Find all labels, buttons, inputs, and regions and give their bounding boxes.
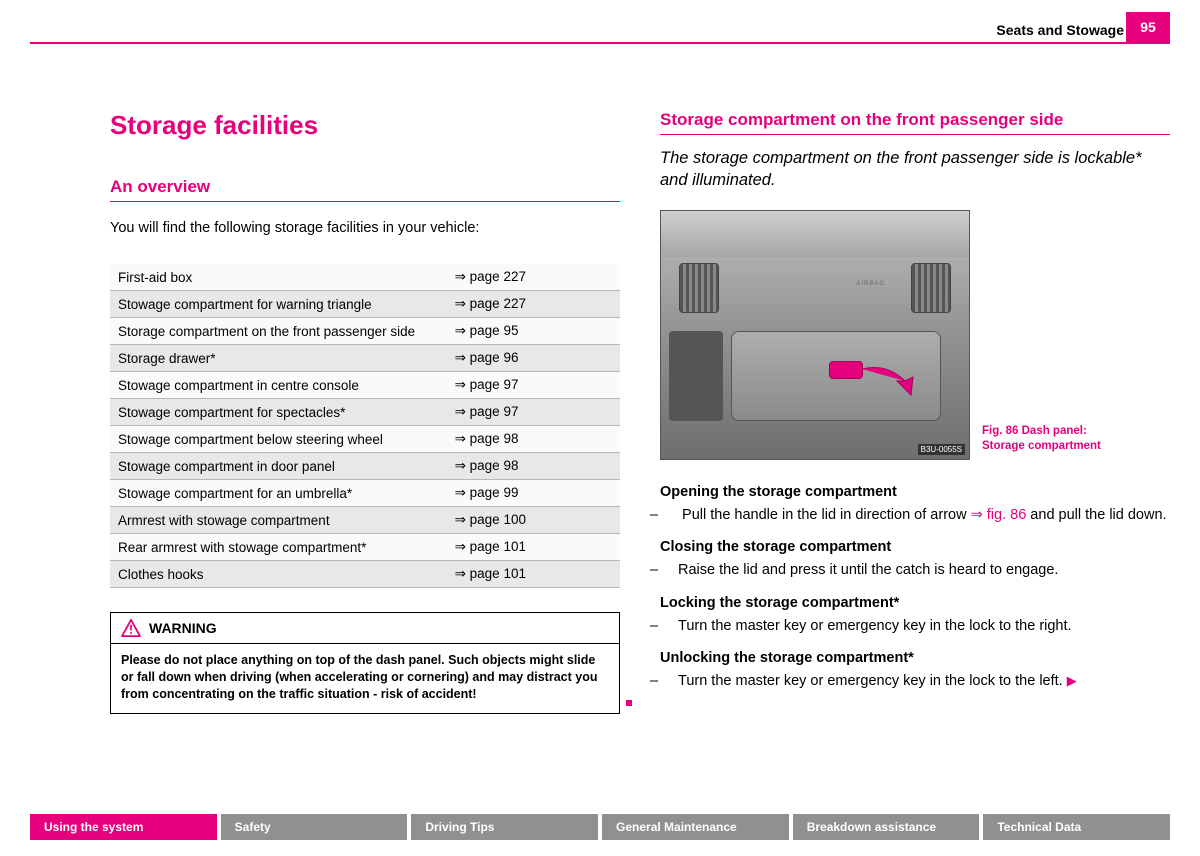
right-heading: Storage compartment on the front passeng…: [660, 110, 1170, 135]
right-column: Storage compartment on the front passeng…: [660, 110, 1170, 786]
table-cell-ref: ⇒ page 227: [447, 264, 620, 291]
right-subtitle: The storage compartment on the front pas…: [660, 147, 1170, 192]
table-row: Stowage compartment for spectacles*⇒ pag…: [110, 399, 620, 426]
table-cell-item: Stowage compartment below steering wheel: [110, 426, 447, 453]
table-cell-item: Rear armrest with stowage compartment*: [110, 534, 447, 561]
table-row: Stowage compartment in door panel⇒ page …: [110, 453, 620, 480]
unlock-step: –Turn the master key or emergency key in…: [660, 672, 1170, 692]
section-end-marker: [626, 700, 632, 706]
footer-tab[interactable]: Technical Data: [983, 814, 1170, 840]
table-cell-item: Armrest with stowage compartment: [110, 507, 447, 534]
table-cell-ref: ⇒ page 101: [447, 561, 620, 588]
table-row: Stowage compartment for warning triangle…: [110, 291, 620, 318]
table-cell-ref: ⇒ page 97: [447, 399, 620, 426]
table-cell-item: Stowage compartment for warning triangle: [110, 291, 447, 318]
warning-icon: [121, 619, 141, 637]
table-row: Armrest with stowage compartment⇒ page 1…: [110, 507, 620, 534]
open-step: – Pull the handle in the lid in directio…: [660, 506, 1170, 526]
overview-heading: An overview: [110, 177, 620, 202]
table-row: First-aid box⇒ page 227: [110, 264, 620, 291]
table-row: Rear armrest with stowage compartment*⇒ …: [110, 534, 620, 561]
open-heading: Opening the storage compartment: [660, 484, 1170, 500]
arrow-icon: [857, 361, 917, 401]
figure-caption: Fig. 86 Dash panel: Storage compartment: [982, 424, 1101, 460]
airbag-label: AIRBAG: [856, 281, 885, 287]
table-cell-ref: ⇒ page 98: [447, 453, 620, 480]
close-heading: Closing the storage compartment: [660, 539, 1170, 555]
header-rule: [30, 42, 1170, 44]
footer-tab[interactable]: Using the system: [30, 814, 221, 840]
table-row: Stowage compartment for an umbrella*⇒ pa…: [110, 480, 620, 507]
warning-body: Please do not place anything on top of t…: [111, 644, 619, 713]
storage-table: First-aid box⇒ page 227Stowage compartme…: [110, 264, 620, 588]
figure-86: AIRBAG B3U-0055S: [660, 210, 970, 460]
page-number: 95: [1126, 12, 1170, 42]
table-cell-item: Stowage compartment for an umbrella*: [110, 480, 447, 507]
table-row: Stowage compartment below steering wheel…: [110, 426, 620, 453]
table-row: Storage drawer*⇒ page 96: [110, 345, 620, 372]
footer-tab[interactable]: General Maintenance: [602, 814, 793, 840]
lock-step: –Turn the master key or emergency key in…: [660, 617, 1170, 637]
intro-text: You will find the following storage faci…: [110, 220, 620, 236]
table-cell-ref: ⇒ page 98: [447, 426, 620, 453]
table-cell-item: Stowage compartment for spectacles*: [110, 399, 447, 426]
table-cell-item: First-aid box: [110, 264, 447, 291]
page-title: Storage facilities: [110, 110, 620, 141]
close-step: –Raise the lid and press it until the ca…: [660, 561, 1170, 581]
table-row: Clothes hooks⇒ page 101: [110, 561, 620, 588]
warning-box: WARNING Please do not place anything on …: [110, 612, 620, 714]
left-column: Storage facilities An overview You will …: [110, 110, 620, 786]
footer-tabs: Using the systemSafetyDriving TipsGenera…: [30, 814, 1170, 840]
table-cell-item: Clothes hooks: [110, 561, 447, 588]
table-cell-ref: ⇒ page 227: [447, 291, 620, 318]
header-section: Seats and Stowage: [996, 22, 1124, 38]
fig-ref: ⇒ fig. 86: [971, 507, 1027, 523]
footer-tab[interactable]: Safety: [221, 814, 412, 840]
footer-tab[interactable]: Breakdown assistance: [793, 814, 984, 840]
lock-heading: Locking the storage compartment*: [660, 595, 1170, 611]
table-cell-item: Stowage compartment in door panel: [110, 453, 447, 480]
table-cell-ref: ⇒ page 95: [447, 318, 620, 345]
table-cell-item: Storage compartment on the front passeng…: [110, 318, 447, 345]
table-row: Storage compartment on the front passeng…: [110, 318, 620, 345]
table-cell-ref: ⇒ page 100: [447, 507, 620, 534]
table-cell-ref: ⇒ page 101: [447, 534, 620, 561]
unlock-heading: Unlocking the storage compartment*: [660, 650, 1170, 666]
table-cell-item: Stowage compartment in centre console: [110, 372, 447, 399]
table-cell-ref: ⇒ page 99: [447, 480, 620, 507]
table-cell-ref: ⇒ page 97: [447, 372, 620, 399]
table-cell-item: Storage drawer*: [110, 345, 447, 372]
footer-tab[interactable]: Driving Tips: [411, 814, 602, 840]
figure-id: B3U-0055S: [918, 444, 965, 455]
table-row: Stowage compartment in centre console⇒ p…: [110, 372, 620, 399]
continue-icon: ▶: [1067, 673, 1077, 688]
table-cell-ref: ⇒ page 96: [447, 345, 620, 372]
warning-label: WARNING: [149, 620, 217, 636]
